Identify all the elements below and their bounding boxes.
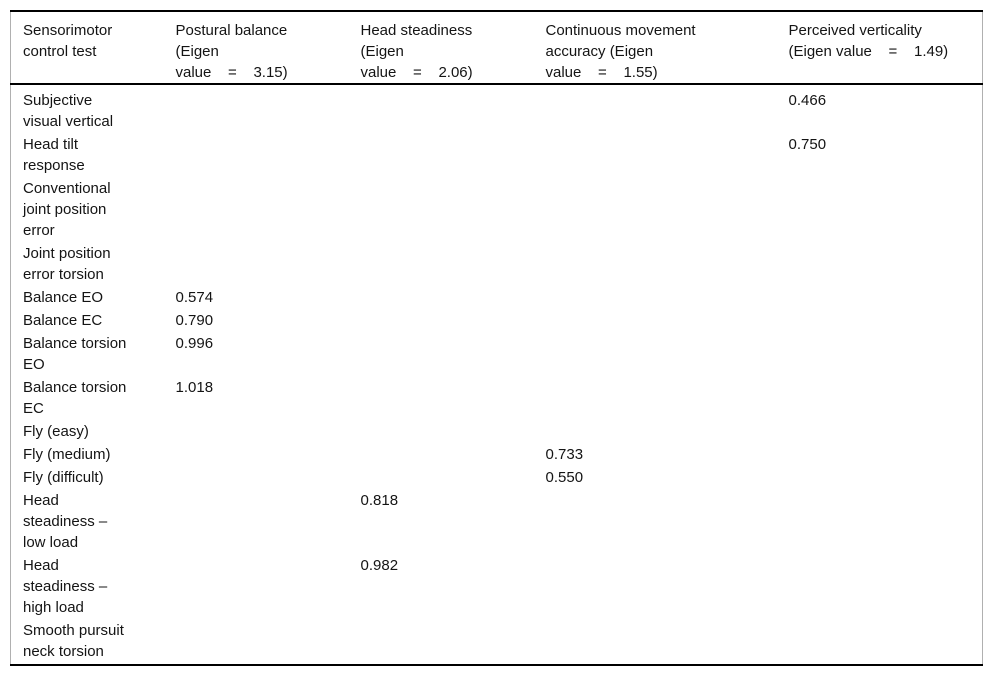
table-row: Conventional joint position error [11, 178, 983, 243]
table-row: Joint position error torsion [11, 243, 983, 287]
cell-head-steadiness [361, 84, 546, 134]
cell-postural-balance [176, 84, 361, 134]
table-row: Subjective visual vertical 0.466 [11, 84, 983, 134]
row-label: Fly (difficult) [23, 469, 104, 486]
table-row: Head steadiness – low load 0.818 [11, 490, 983, 555]
cell-continuous-movement [546, 333, 789, 377]
cell-head-steadiness [361, 287, 546, 310]
cell-head-steadiness: 0.818 [360, 492, 399, 509]
row-label: Conventional joint position error [23, 180, 111, 239]
cell-continuous-movement [546, 377, 789, 421]
table-row: Smooth pursuit neck torsion [11, 620, 983, 665]
row-label: Head steadiness – high load [23, 557, 108, 616]
table-row: Head steadiness – high load 0.982 [11, 555, 983, 620]
row-label: Head tilt response [23, 136, 85, 174]
cell-head-steadiness [361, 333, 546, 377]
header-row: Sensorimotor control test Postural balan… [10, 11, 983, 85]
cell-head-steadiness: 0.982 [360, 557, 399, 574]
table-row: Fly (medium) 0.733 [11, 444, 983, 467]
column-header-head-steadiness: Head steadiness (Eigen value = 2.06) [360, 11, 546, 85]
cell-head-steadiness [361, 421, 546, 444]
cell-continuous-movement [546, 134, 789, 178]
cell-perceived-verticality [789, 377, 983, 421]
cell-continuous-movement: 0.550 [545, 469, 584, 486]
table-header: Sensorimotor control test Postural balan… [10, 11, 983, 85]
cell-perceived-verticality [789, 620, 983, 665]
cell-head-steadiness [361, 620, 546, 665]
cell-postural-balance [176, 620, 361, 665]
cell-head-steadiness [361, 444, 546, 467]
row-label: Subjective visual vertical [23, 92, 114, 130]
table-row: Fly (easy) [11, 421, 983, 444]
table-row: Balance EC 0.790 [11, 310, 983, 333]
cell-head-steadiness [361, 467, 546, 490]
column-header-postural-balance: Postural balance (Eigen value = 3.15) [175, 11, 361, 85]
cell-postural-balance: 0.996 [175, 335, 214, 352]
row-label: Balance EO [23, 289, 104, 306]
cell-postural-balance [176, 243, 361, 287]
column-header-perceived-verticality: Perceived verticality (Eigen value = 1.4… [788, 11, 983, 85]
cell-postural-balance: 0.790 [175, 312, 214, 329]
column-header-continuous-movement: Continuous movement accuracy (Eigen valu… [545, 11, 789, 85]
table-row: Head tilt response 0.750 [11, 134, 983, 178]
cell-continuous-movement [546, 620, 789, 665]
cell-postural-balance: 0.574 [175, 289, 214, 306]
row-label: Balance EC [23, 312, 103, 329]
cell-continuous-movement [546, 84, 789, 134]
cell-head-steadiness [361, 178, 546, 243]
cell-continuous-movement [546, 490, 789, 555]
cell-postural-balance [176, 134, 361, 178]
cell-perceived-verticality: 0.750 [788, 136, 827, 153]
cell-head-steadiness [361, 243, 546, 287]
cell-perceived-verticality [789, 555, 983, 620]
cell-head-steadiness [361, 310, 546, 333]
table-row: Balance EO 0.574 [11, 287, 983, 310]
cell-postural-balance [176, 490, 361, 555]
cell-perceived-verticality [789, 333, 983, 377]
cell-perceived-verticality [789, 421, 983, 444]
table-row: Balance torsion EC 1.018 [11, 377, 983, 421]
cell-postural-balance [176, 444, 361, 467]
cell-perceived-verticality: 0.466 [788, 92, 827, 109]
cell-perceived-verticality [789, 467, 983, 490]
row-label: Balance torsion EO [23, 335, 127, 373]
cell-continuous-movement [546, 421, 789, 444]
cell-postural-balance: 1.018 [175, 379, 214, 396]
cell-perceived-verticality [789, 444, 983, 467]
row-label: Fly (easy) [23, 423, 89, 440]
cell-postural-balance [176, 555, 361, 620]
cell-perceived-verticality [789, 490, 983, 555]
cell-continuous-movement [546, 243, 789, 287]
cell-continuous-movement: 0.733 [545, 446, 584, 463]
cell-perceived-verticality [789, 243, 983, 287]
column-header-sensorimotor-test: Sensorimotor control test [10, 11, 176, 85]
cell-head-steadiness [361, 377, 546, 421]
row-label: Joint position error torsion [23, 245, 111, 283]
cell-continuous-movement [546, 178, 789, 243]
table-body: Subjective visual vertical 0.466 Head ti… [11, 84, 983, 665]
cell-head-steadiness [361, 134, 546, 178]
row-label: Balance torsion EC [23, 379, 127, 417]
row-label: Smooth pursuit neck torsion [23, 622, 124, 660]
row-label: Head steadiness – low load [23, 492, 108, 551]
cell-continuous-movement [546, 555, 789, 620]
cell-postural-balance [176, 421, 361, 444]
table-row: Fly (difficult) 0.550 [11, 467, 983, 490]
row-label: Fly (medium) [23, 446, 111, 463]
cell-perceived-verticality [789, 178, 983, 243]
cell-continuous-movement [546, 287, 789, 310]
sensorimotor-factor-table: Sensorimotor control test Postural balan… [10, 10, 983, 666]
cell-perceived-verticality [789, 310, 983, 333]
table-row: Balance torsion EO 0.996 [11, 333, 983, 377]
cell-postural-balance [176, 178, 361, 243]
cell-postural-balance [176, 467, 361, 490]
cell-perceived-verticality [789, 287, 983, 310]
cell-continuous-movement [546, 310, 789, 333]
